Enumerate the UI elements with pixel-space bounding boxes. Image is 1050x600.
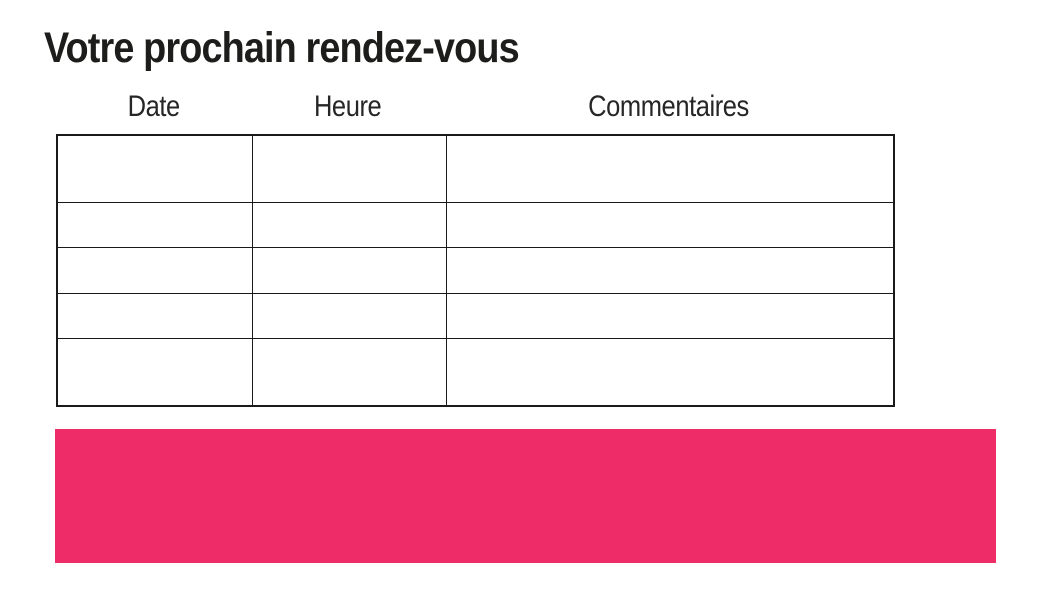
table-cell-commentaires <box>445 247 895 294</box>
column-header-date-label: Date <box>127 90 180 123</box>
table-cell-heure <box>251 247 447 294</box>
appointments-table <box>56 134 895 407</box>
table-cell-heure <box>251 134 447 204</box>
column-header-heure-label: Heure <box>314 90 382 123</box>
page-title: Votre prochain rendez-vous <box>44 24 520 72</box>
table-column-headers: Date Heure Commentaires <box>56 92 895 122</box>
table-cell-commentaires <box>445 337 895 407</box>
column-header-heure: Heure <box>251 92 445 122</box>
table-cell-commentaires <box>445 134 895 204</box>
table-cell-commentaires <box>445 292 895 339</box>
pink-banner <box>55 429 996 563</box>
table-row <box>56 134 895 204</box>
column-header-commentaires-label: Commentaires <box>588 90 750 123</box>
table-cell-heure <box>251 292 447 339</box>
table-row <box>56 247 895 294</box>
appointments-table-body <box>56 134 895 407</box>
table-cell-date <box>56 247 253 294</box>
appointments-table-area: Date Heure Commentaires <box>56 92 895 407</box>
table-cell-date <box>56 134 253 204</box>
table-row <box>56 202 895 249</box>
table-cell-date <box>56 202 253 249</box>
table-cell-heure <box>251 202 447 249</box>
table-cell-commentaires <box>445 202 895 249</box>
table-cell-date <box>56 292 253 339</box>
table-cell-heure <box>251 337 447 407</box>
column-header-date: Date <box>56 92 251 122</box>
table-cell-date <box>56 337 253 407</box>
table-row <box>56 337 895 407</box>
table-row <box>56 292 895 339</box>
column-header-commentaires: Commentaires <box>445 92 893 122</box>
